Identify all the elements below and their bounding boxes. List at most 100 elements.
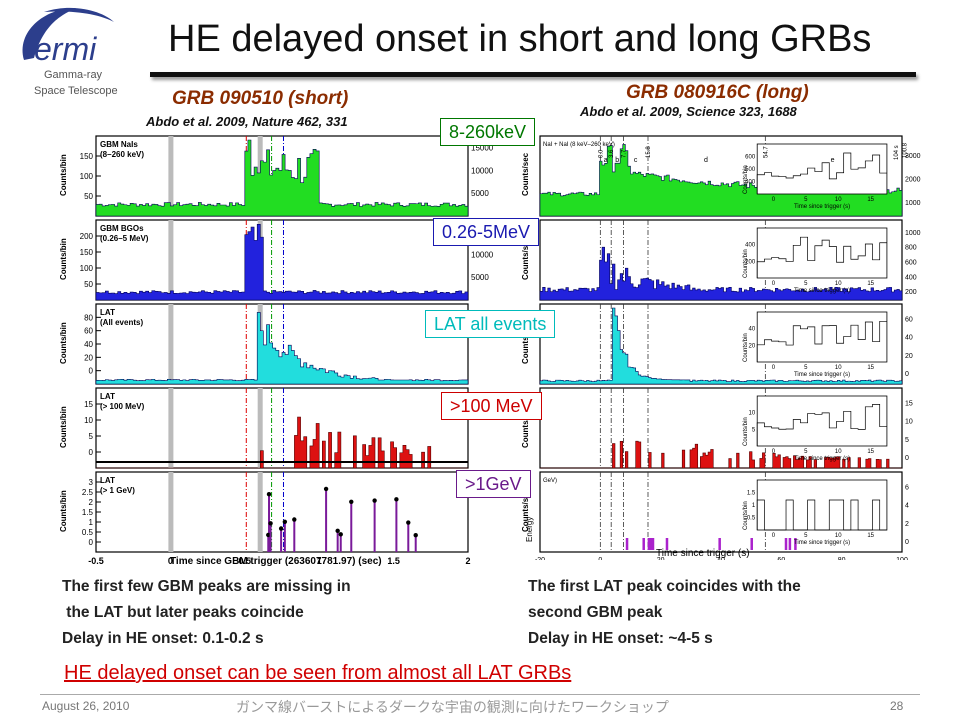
footer-date: August 26, 2010 — [42, 699, 130, 713]
left-panel-sublabel: (All events) — [100, 318, 143, 327]
left-histogram — [95, 312, 469, 385]
right-rtick-label: 5 — [905, 437, 909, 444]
left-photon-point — [292, 517, 297, 522]
right-inset-xtick: 10 — [835, 197, 842, 203]
right-inset-ylabel: Counts/bin — [743, 249, 749, 278]
left-photon-point — [372, 498, 377, 503]
right-rtick-label: 0 — [905, 371, 909, 378]
right-photon-bar — [718, 538, 721, 550]
band-label-bgo: 0.26-5MeV — [433, 218, 540, 246]
left-rtick-label: 5000 — [471, 273, 489, 282]
conclusion-text: HE delayed onset can be seen from almost… — [64, 662, 572, 684]
left-ytick-label: 0 — [89, 367, 94, 376]
left-photon-point — [335, 528, 340, 534]
right-photon-bar — [647, 538, 651, 550]
right-inset-histogram — [756, 404, 887, 446]
right-photon-bar — [784, 538, 788, 550]
right-inset-ytick: 40 — [749, 327, 756, 333]
left-photon-point — [323, 486, 329, 492]
left-panel-label: GBM BGOs — [100, 224, 144, 233]
left-histogram — [95, 139, 469, 217]
left-marker-band — [168, 388, 174, 468]
left-ytick-label: 0.5 — [82, 528, 94, 537]
right-inset-frame — [756, 395, 888, 447]
right-interval-label: a — [604, 157, 608, 164]
right-inset-xtick: 10 — [835, 365, 842, 371]
left-ytick-label: 3 — [89, 478, 94, 487]
left-ytick-label: 50 — [84, 192, 93, 201]
right-rtick-label: 10 — [905, 419, 913, 426]
logo-name: ermi — [34, 31, 97, 67]
left-ylabel: Counts/bin — [59, 490, 68, 532]
left-photon-point — [266, 532, 271, 538]
right-interval-label: c — [634, 157, 638, 164]
right-peak-label: 3.6 — [609, 149, 615, 158]
right-rtick-label: 600 — [905, 259, 917, 266]
left-marker-band — [257, 388, 263, 468]
right-caption-line-1: The first LAT peak coincides with the — [528, 578, 801, 595]
left-grb-title: GRB 090510 (short) — [172, 88, 349, 109]
left-panel-sublabel: (0.26–5 MeV) — [100, 234, 149, 243]
right-inset-xtick: 5 — [804, 281, 808, 287]
right-inset-ytick: 20 — [749, 343, 756, 349]
right-inset-ytick: 0.5 — [747, 516, 756, 522]
left-panel: GBM NaIs(8–260 keV) 50 100 150 5000 10000 1500… — [59, 135, 494, 217]
right-peak-label: 0.0 — [598, 149, 604, 158]
right-inset-xtick: 0 — [772, 197, 776, 203]
right-inset-xtick: 0 — [772, 365, 776, 371]
left-ylabel: Counts/bin — [59, 322, 68, 364]
logo-line1: Gamma-ray — [44, 69, 103, 81]
right-rtick-label: 4 — [905, 503, 909, 510]
right-ylabel: Counts/sec — [521, 152, 530, 196]
right-rtick-label: 15 — [905, 401, 913, 408]
left-panel-sublabel: (> 1 GeV) — [100, 486, 135, 495]
right-inset-xtick: 15 — [867, 449, 874, 455]
band-label-lat-100mev: >100 MeV — [441, 392, 542, 420]
right-inset-ylabel: Counts/bin — [743, 165, 749, 194]
right-photon-bar — [625, 538, 629, 550]
right-inset-frame — [756, 227, 888, 279]
left-photon-point — [278, 526, 284, 531]
left-ytick-label: 50 — [84, 280, 93, 289]
right-histogram — [539, 307, 903, 385]
left-ytick-label: 0 — [89, 448, 94, 457]
left-ytick-label: 60 — [84, 327, 93, 336]
right-rtick-label: 800 — [905, 245, 917, 252]
band-label-nai: 8-260keV — [440, 118, 536, 146]
right-histogram — [540, 440, 902, 469]
left-xlabel: Time since GBM trigger (263607781.97) (s… — [170, 556, 382, 567]
left-ytick-label: 15 — [84, 400, 93, 409]
right-interval-label: d — [704, 157, 708, 164]
left-panel-frame — [95, 219, 469, 301]
right-ylabel: Counts/sec — [521, 320, 530, 364]
right-inset-ytick: 1 — [752, 503, 756, 509]
right-photon-bar — [750, 538, 753, 550]
left-ytick-label: 40 — [84, 340, 93, 349]
right-inset-ytick: 400 — [745, 243, 756, 249]
right-rtick-label: 0 — [905, 455, 909, 462]
right-xtick-label: 0 — [598, 557, 602, 560]
footer-page-number: 28 — [890, 699, 904, 713]
right-inset-xtick: 10 — [835, 281, 842, 287]
right-panel-label: NaI + NaI (8 keV–260 keV) — [543, 142, 615, 148]
left-ytick-label: 1.5 — [82, 508, 94, 517]
left-marker-band — [168, 472, 174, 552]
right-inset-xlabel: Time since trigger (s) — [794, 456, 850, 462]
right-photon-bar — [642, 538, 645, 550]
left-xtick-label: 1.5 — [387, 556, 400, 566]
right-histogram — [539, 246, 903, 301]
left-ytick-label: 100 — [80, 172, 94, 181]
left-photon-point — [406, 520, 411, 525]
right-inset-xtick: 5 — [804, 197, 808, 203]
right-inset-ytick: 10 — [749, 411, 756, 417]
right-inset-xtick: 10 — [835, 533, 842, 539]
right-panel-label: GeV) — [543, 478, 557, 484]
left-xtick-label: 2 — [465, 556, 470, 566]
right-peak-label: 100.8 — [902, 142, 908, 158]
left-ytick-label: 150 — [80, 248, 94, 257]
right-inset-xtick: 10 — [835, 449, 842, 455]
right-xtick-label: 60 — [777, 557, 785, 560]
